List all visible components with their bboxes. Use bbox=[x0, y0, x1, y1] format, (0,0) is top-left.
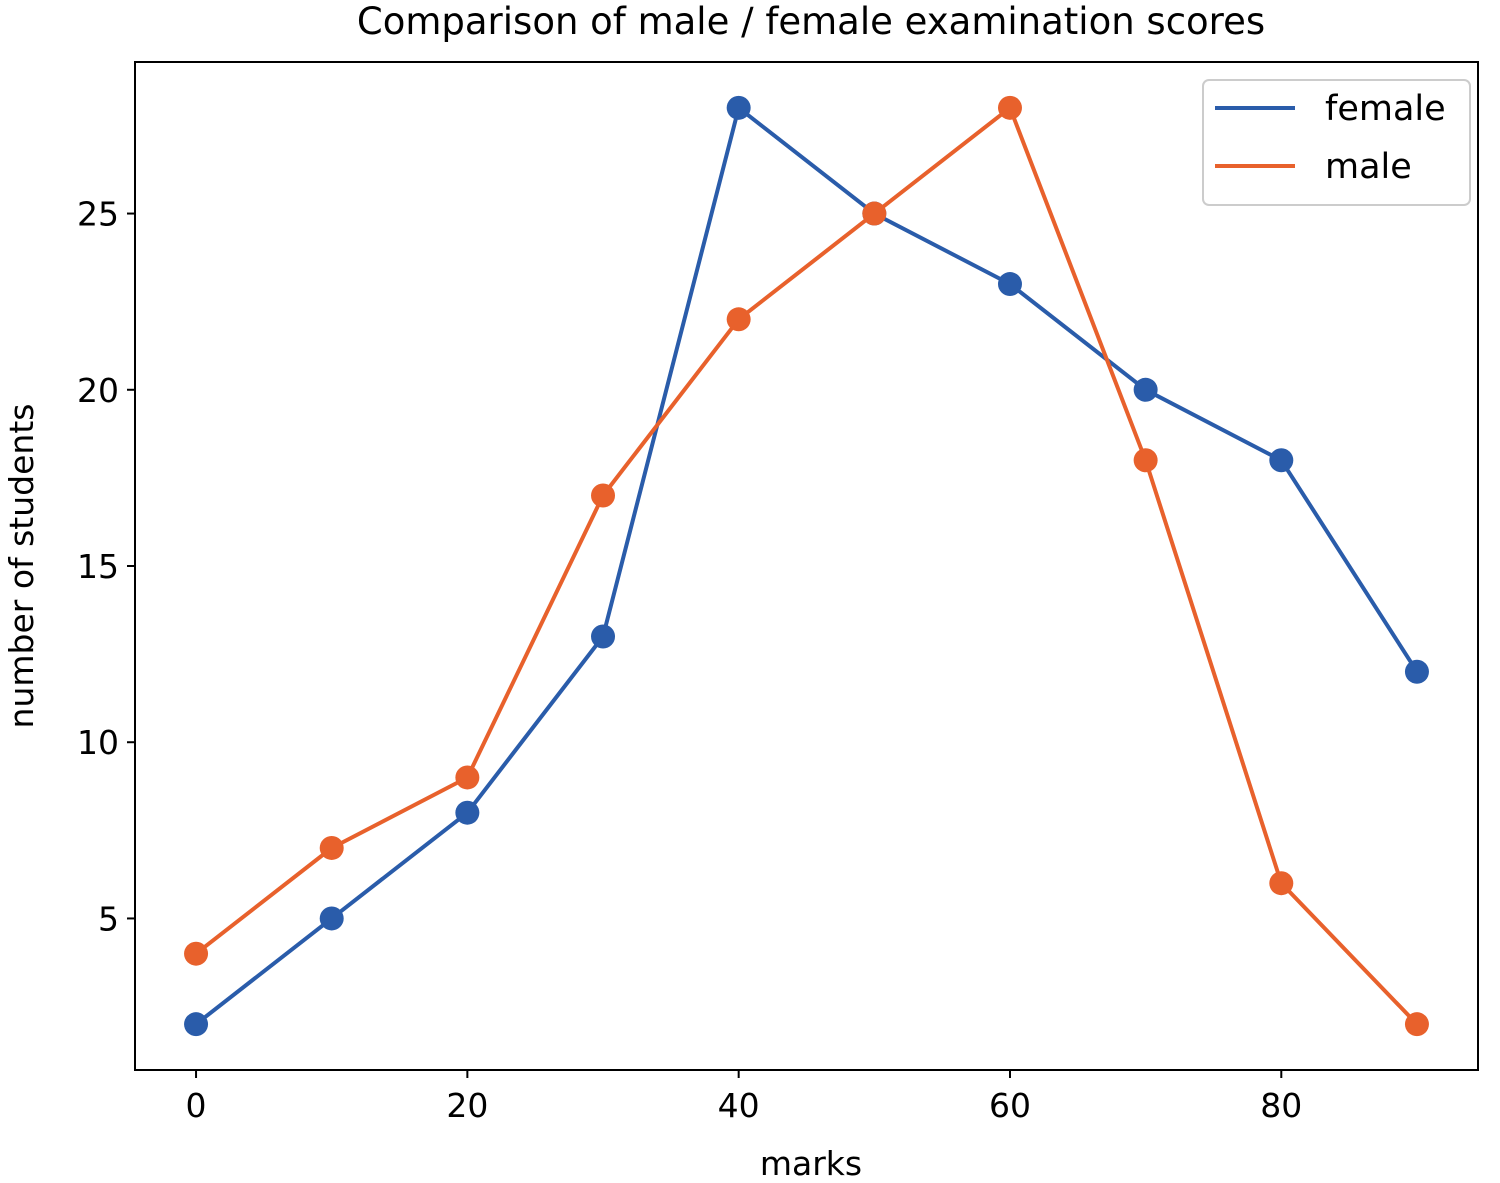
x-axis: 0 20 40 60 80 bbox=[186, 1070, 1302, 1125]
x-tick-label: 20 bbox=[446, 1086, 488, 1125]
female-point bbox=[184, 1012, 209, 1037]
chart-title: Comparison of male / female examination … bbox=[357, 0, 1265, 43]
male-point bbox=[184, 941, 209, 966]
male-point bbox=[591, 483, 616, 508]
x-tick-label: 60 bbox=[989, 1086, 1031, 1125]
female-point bbox=[591, 624, 616, 649]
male-point bbox=[997, 95, 1022, 120]
x-tick-label: 80 bbox=[1260, 1086, 1302, 1125]
female-point bbox=[1404, 659, 1429, 684]
male-line bbox=[194, 105, 1419, 1026]
male-point bbox=[319, 835, 344, 860]
female-point bbox=[1269, 448, 1294, 473]
female-point bbox=[319, 906, 344, 931]
female-point bbox=[455, 800, 480, 825]
female-point bbox=[997, 272, 1022, 297]
x-tick-label: 40 bbox=[718, 1086, 760, 1125]
series-layer bbox=[184, 95, 1429, 1037]
y-tick-label: 5 bbox=[98, 899, 119, 938]
series-female bbox=[184, 95, 1429, 1037]
male-point bbox=[862, 201, 887, 226]
legend: female male bbox=[1202, 79, 1471, 206]
female-line bbox=[194, 105, 1419, 1026]
y-tick-label: 20 bbox=[77, 371, 119, 410]
male-point bbox=[1404, 1012, 1429, 1037]
female-point bbox=[1133, 377, 1158, 402]
y-tick-label: 25 bbox=[77, 195, 119, 234]
y-axis-label: number of students bbox=[2, 404, 41, 729]
x-tick-label: 0 bbox=[186, 1086, 207, 1125]
male-point bbox=[455, 765, 480, 790]
legend-label-female: female bbox=[1325, 89, 1446, 129]
y-axis: 5 10 15 20 25 bbox=[77, 195, 135, 938]
male-point bbox=[1133, 448, 1158, 473]
male-point bbox=[726, 307, 751, 332]
female-point bbox=[726, 95, 751, 120]
series-male bbox=[184, 95, 1429, 1037]
y-tick-label: 10 bbox=[77, 723, 119, 762]
legend-label-male: male bbox=[1325, 147, 1412, 187]
legend-frame bbox=[1202, 79, 1471, 206]
x-axis-label: marks bbox=[760, 1144, 862, 1183]
y-tick-label: 15 bbox=[77, 547, 119, 586]
male-point bbox=[1269, 871, 1294, 896]
